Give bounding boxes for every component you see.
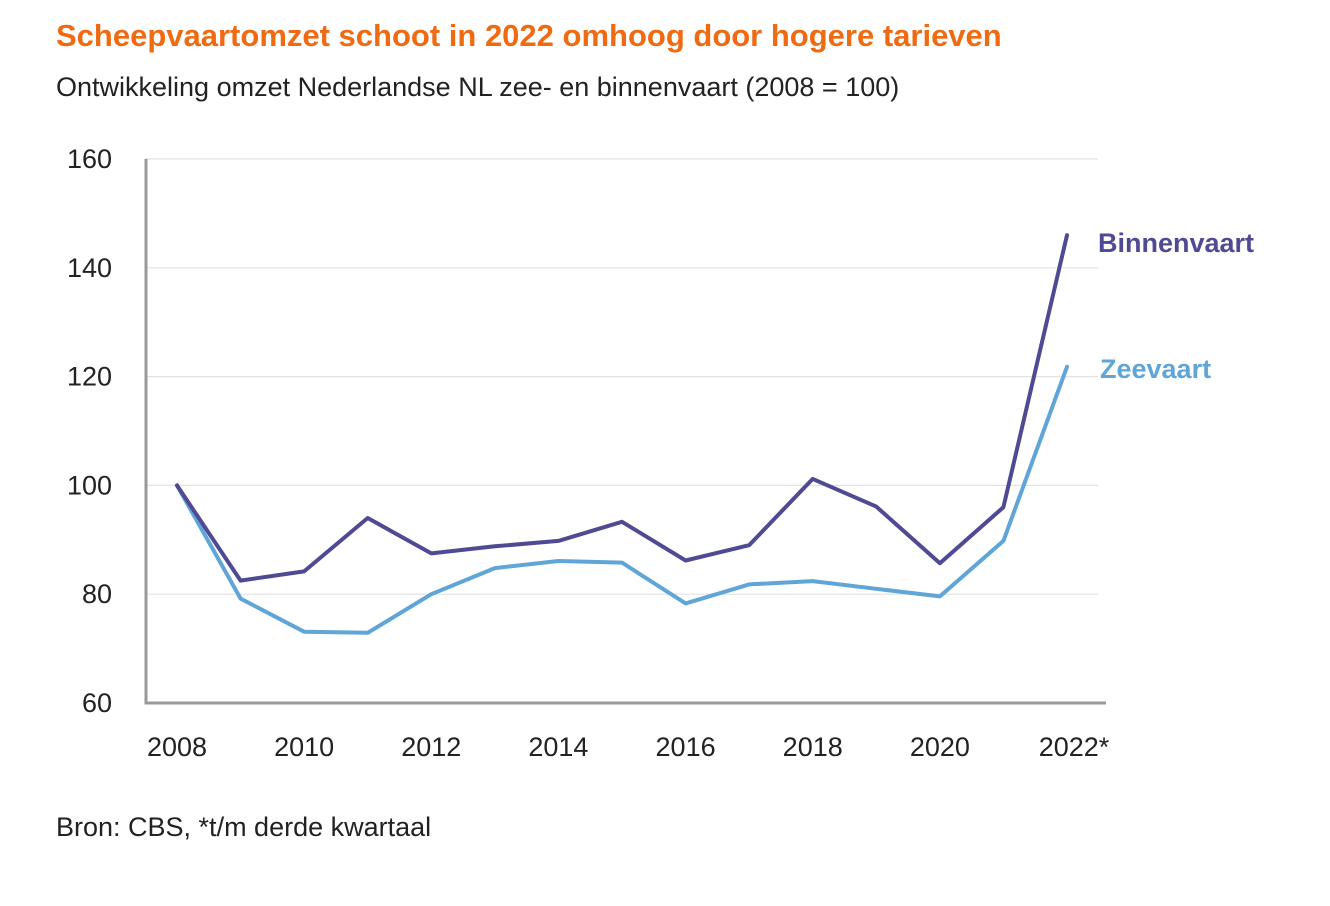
grid-lines: [146, 158, 1098, 595]
x-tick-label-2020: 2020: [910, 732, 970, 762]
y-tick-label-80: 80: [82, 579, 112, 609]
y-tick-label-100: 100: [67, 470, 112, 500]
y-axis-ticks: 60 80 100 120 140 160: [67, 144, 112, 718]
source-note: Bron: CBS, *t/m derde kwartaal: [56, 812, 432, 842]
x-tick-label-2012: 2012: [401, 732, 461, 762]
y-tick-label-140: 140: [67, 253, 112, 283]
x-tick-label-2008: 2008: [147, 732, 207, 762]
x-tick-label-2016: 2016: [656, 732, 716, 762]
x-tick-label-2022: 2022*: [1039, 732, 1110, 762]
series-lines: [175, 233, 1069, 635]
x-tick-label-2014: 2014: [528, 732, 588, 762]
chart-title: Scheepvaartomzet schoot in 2022 omhoog d…: [56, 18, 1002, 53]
y-tick-label-160: 160: [67, 144, 112, 174]
series-line-binnenvaart: [175, 233, 1069, 583]
x-tick-label-2018: 2018: [783, 732, 843, 762]
y-tick-label-120: 120: [67, 362, 112, 392]
series-line-zeevaart: [175, 364, 1069, 635]
series-label-binnenvaart: Binnenvaart: [1098, 228, 1254, 258]
chart-subtitle: Ontwikkeling omzet Nederlandse NL zee- e…: [56, 72, 900, 102]
series-labels: Binnenvaart Zeevaart: [1098, 228, 1254, 384]
series-label-zeevaart: Zeevaart: [1100, 354, 1211, 384]
x-tick-label-2010: 2010: [274, 732, 334, 762]
x-axis-ticks: 2008 2010 2012 2014 2016 2018 2020 2022*: [147, 732, 1110, 762]
y-tick-label-60: 60: [82, 688, 112, 718]
